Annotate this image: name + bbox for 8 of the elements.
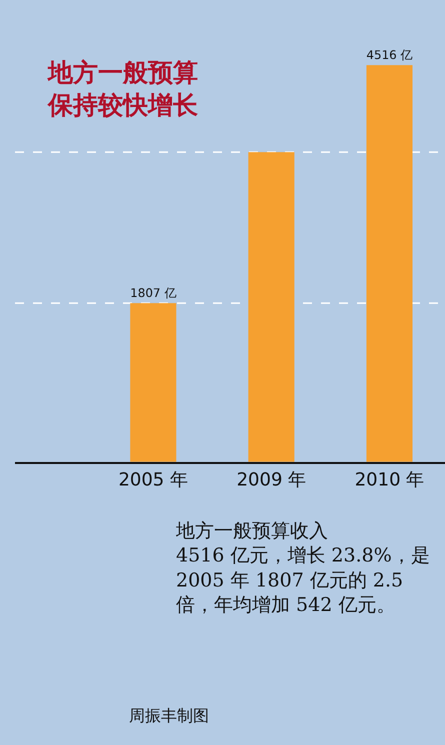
data-label: 4516 亿 [366, 48, 413, 62]
text: 周振丰制图 [129, 706, 209, 725]
chart-title: 地方一般预算保持较快增长 [47, 58, 198, 120]
data-label: 1807 亿 [130, 286, 176, 300]
x-tick-label: 2010 年 [354, 469, 424, 490]
text: 地方一般预算收入 4516 亿元，增长 23.8%，是 2005 年 1807 亿元的 2.5 倍，年均增加 542 亿元。 [175, 520, 430, 616]
x-tick-label: 2009 年 [236, 469, 306, 490]
x-tick-label: 2005 年 [118, 469, 188, 490]
